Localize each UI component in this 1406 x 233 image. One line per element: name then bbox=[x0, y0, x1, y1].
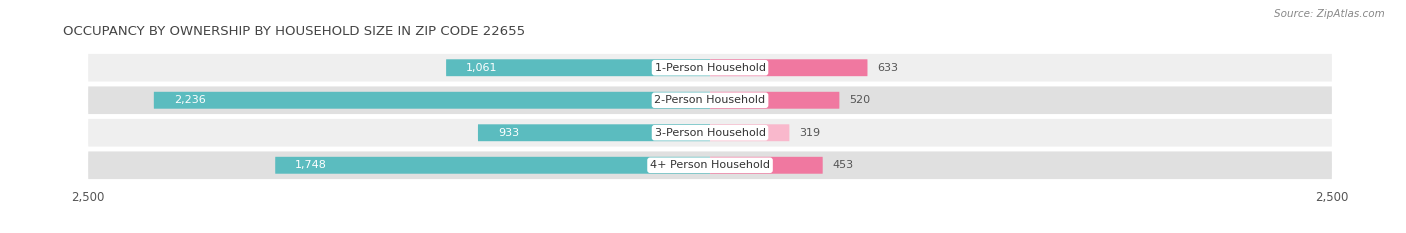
Text: 2,236: 2,236 bbox=[174, 95, 205, 105]
Text: Source: ZipAtlas.com: Source: ZipAtlas.com bbox=[1274, 9, 1385, 19]
FancyBboxPatch shape bbox=[89, 151, 1331, 179]
Text: 2-Person Household: 2-Person Household bbox=[654, 95, 766, 105]
FancyBboxPatch shape bbox=[89, 86, 1331, 114]
FancyBboxPatch shape bbox=[89, 119, 1331, 147]
Text: 1,748: 1,748 bbox=[295, 160, 328, 170]
Text: 4+ Person Household: 4+ Person Household bbox=[650, 160, 770, 170]
Text: OCCUPANCY BY OWNERSHIP BY HOUSEHOLD SIZE IN ZIP CODE 22655: OCCUPANCY BY OWNERSHIP BY HOUSEHOLD SIZE… bbox=[63, 25, 526, 38]
FancyBboxPatch shape bbox=[276, 157, 710, 174]
Text: 1-Person Household: 1-Person Household bbox=[655, 63, 765, 73]
Text: 933: 933 bbox=[498, 128, 519, 138]
Text: 3-Person Household: 3-Person Household bbox=[655, 128, 765, 138]
FancyBboxPatch shape bbox=[710, 92, 839, 109]
FancyBboxPatch shape bbox=[710, 157, 823, 174]
FancyBboxPatch shape bbox=[153, 92, 710, 109]
FancyBboxPatch shape bbox=[710, 59, 868, 76]
Text: 319: 319 bbox=[800, 128, 821, 138]
FancyBboxPatch shape bbox=[478, 124, 710, 141]
Text: 453: 453 bbox=[832, 160, 853, 170]
FancyBboxPatch shape bbox=[446, 59, 710, 76]
Text: 520: 520 bbox=[849, 95, 870, 105]
Text: 633: 633 bbox=[877, 63, 898, 73]
FancyBboxPatch shape bbox=[89, 54, 1331, 82]
Text: 1,061: 1,061 bbox=[465, 63, 498, 73]
FancyBboxPatch shape bbox=[710, 124, 789, 141]
